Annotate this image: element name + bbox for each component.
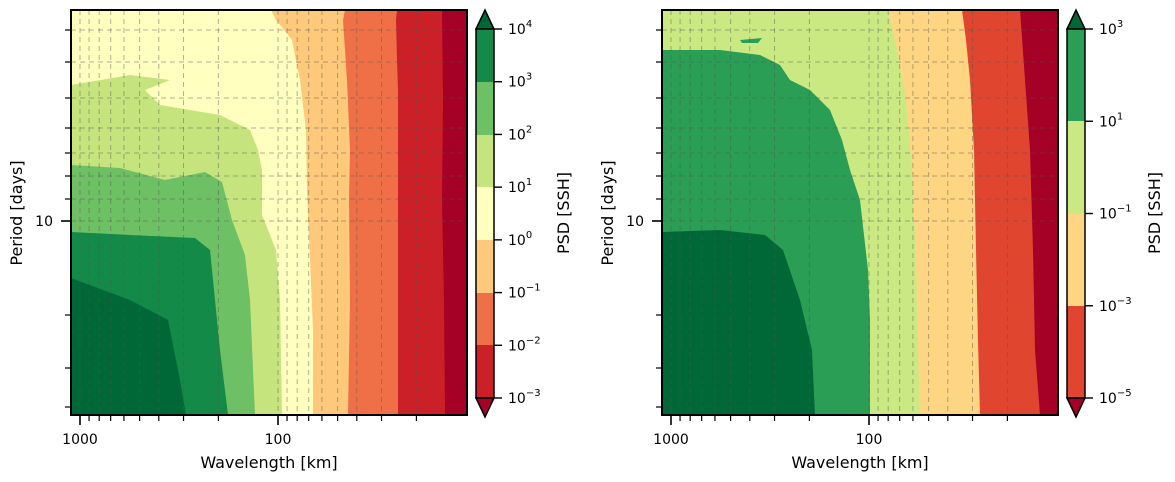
- left-ticks: [61, 29, 417, 425]
- left-region-dark-green: [71, 278, 186, 415]
- right-colorbar-tick-label-4: 103: [1099, 19, 1123, 38]
- right-colorbar-seg-m1-1: [1067, 121, 1085, 214]
- left-y-axis-label: Period [days]: [7, 160, 26, 265]
- right-grid: [662, 10, 1058, 415]
- left-x-axis-label: Wavelength [km]: [200, 453, 337, 472]
- right-colorbar-seg-m3-m1: [1067, 214, 1085, 306]
- right-panel: 1000 100 10 Wavelength [km] Period [days…: [598, 8, 1164, 472]
- right-colorbar: 10−5 10−3 10−1 101 103 PSD [SSH]: [1065, 8, 1164, 419]
- left-colorbar-seg-0-1: [476, 187, 494, 240]
- left-colorbar-seg-1-2: [476, 135, 494, 187]
- right-ytick-10: 10: [626, 214, 644, 230]
- right-axes-frame: [661, 9, 1059, 416]
- right-y-axis-label: Period [days]: [598, 160, 617, 265]
- left-colorbar-extend-bottom: [474, 397, 496, 419]
- left-region-dark-red: [442, 10, 467, 415]
- right-colorbar-extend-bottom: [1065, 397, 1087, 419]
- left-colorbar-seg-m1-0: [476, 240, 494, 293]
- left-colorbar-tick-label-2: 10−1: [508, 283, 541, 302]
- left-panel: 1000 100 10 Wavelength [km] Period [days…: [7, 8, 573, 472]
- left-contour-field: [71, 10, 467, 415]
- right-colorbar-tick-label-3: 101: [1099, 111, 1123, 130]
- left-colorbar-label: PSD [SSH]: [554, 172, 573, 254]
- left-xtick-1000: 1000: [62, 432, 98, 448]
- right-colorbar-tick-label-0: 10−5: [1099, 388, 1132, 407]
- right-region-small-patch: [740, 38, 762, 43]
- right-ticks: [652, 29, 1008, 425]
- left-ytick-10: 10: [35, 214, 53, 230]
- left-colorbar: 10−3 10−2 10−1 100 101 102 103 104 PSD [SSH]: [474, 8, 573, 419]
- left-colorbar-tick-label-6: 103: [508, 72, 532, 91]
- left-colorbar-tick-label-0: 10−3: [508, 388, 541, 407]
- left-colorbar-seg-3-4: [476, 29, 494, 82]
- left-grid: [71, 10, 467, 415]
- left-colorbar-extend-top: [474, 8, 496, 30]
- right-colorbar-label: PSD [SSH]: [1145, 172, 1164, 254]
- right-colorbar-tick-label-2: 10−1: [1099, 204, 1132, 223]
- right-region-dark-green: [662, 230, 815, 415]
- right-xtick-1000: 1000: [653, 432, 689, 448]
- left-colorbar-tick-label-7: 104: [508, 19, 532, 38]
- left-xtick-100: 100: [265, 432, 292, 448]
- left-colorbar-seg-m3-m2: [476, 345, 494, 398]
- right-colorbar-ticks: 10−5 10−3 10−1 101 103: [1085, 19, 1132, 407]
- left-colorbar-seg-m2-m1: [476, 293, 494, 345]
- left-colorbar-tick-label-1: 10−2: [508, 335, 541, 354]
- right-contour-field: [662, 10, 1058, 415]
- left-colorbar-tick-label-3: 100: [508, 230, 532, 249]
- right-colorbar-extend-top: [1065, 8, 1087, 30]
- right-colorbar-seg-m5-m3: [1067, 306, 1085, 398]
- left-colorbar-seg-2-3: [476, 82, 494, 135]
- left-colorbar-ticks: 10−3 10−2 10−1 100 101 102 103 104: [494, 19, 541, 407]
- right-colorbar-tick-label-1: 10−3: [1099, 296, 1132, 315]
- left-colorbar-tick-label-5: 102: [508, 124, 532, 143]
- left-colorbar-frame: [475, 28, 495, 399]
- right-region-dark-red: [1020, 10, 1058, 415]
- right-x-axis-label: Wavelength [km]: [791, 453, 928, 472]
- left-colorbar-tick-label-4: 101: [508, 177, 532, 196]
- left-axes-frame: [70, 9, 468, 416]
- right-colorbar-seg-1-3: [1067, 29, 1085, 121]
- right-xtick-100: 100: [856, 432, 883, 448]
